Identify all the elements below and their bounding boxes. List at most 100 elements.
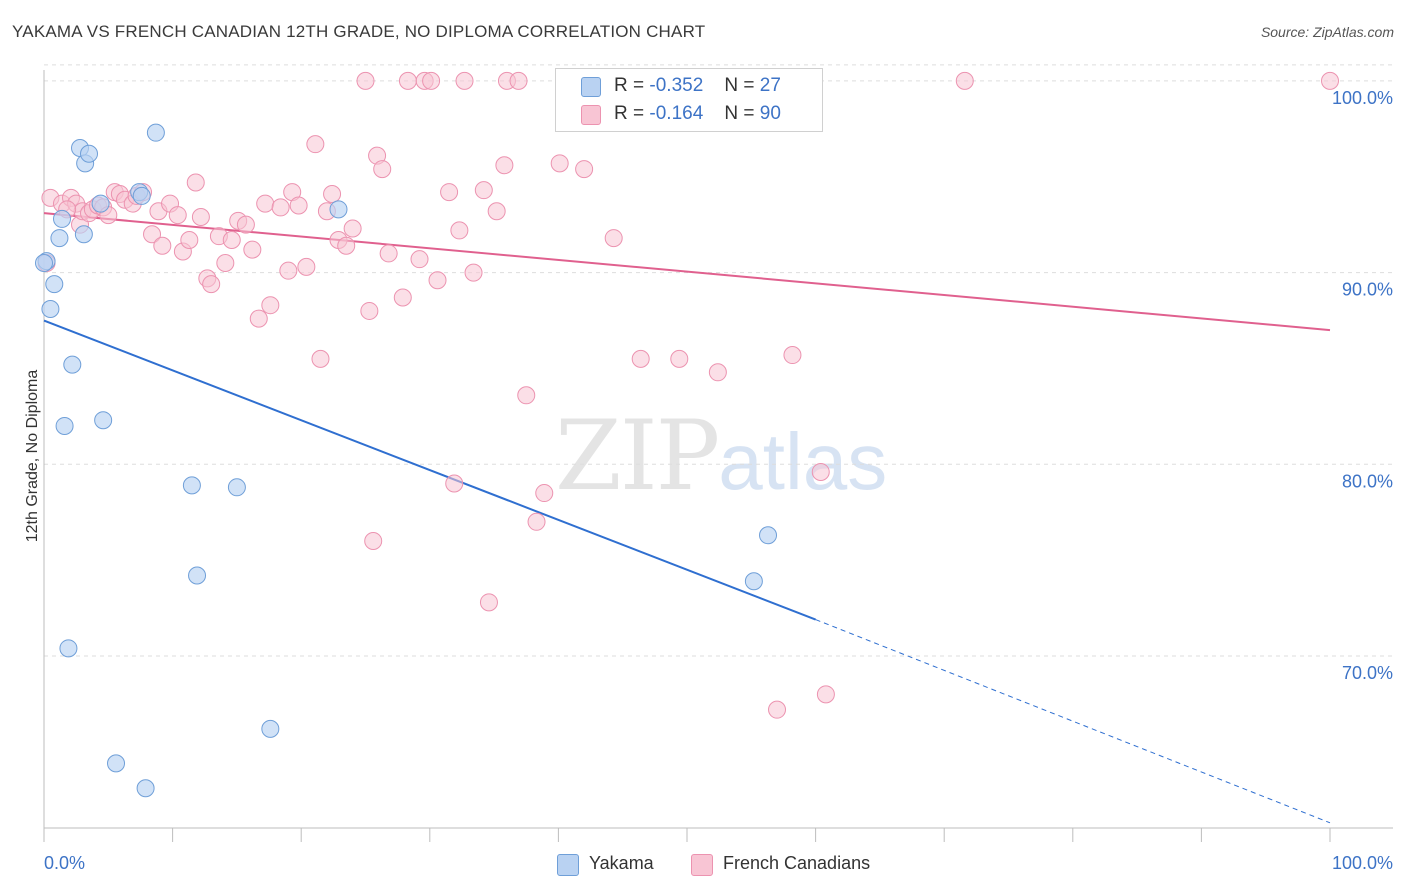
n-label: N = <box>724 103 755 124</box>
yakama-point <box>80 144 99 163</box>
r-label: R = <box>614 103 645 124</box>
french-point <box>527 512 546 531</box>
french-point <box>261 296 280 315</box>
french-point <box>343 219 362 238</box>
french-point <box>783 346 802 365</box>
yakama-point <box>63 355 82 374</box>
x-tick-label-min: 0.0% <box>44 853 85 873</box>
french-point <box>631 349 650 368</box>
n-label: N = <box>724 75 755 96</box>
french-point <box>768 700 787 719</box>
french-point <box>708 363 727 382</box>
yakama-point <box>759 526 778 545</box>
french-point <box>479 593 498 612</box>
yakama-legend-label: Yakama <box>589 853 654 873</box>
french-point <box>311 349 330 368</box>
grid-lines <box>44 64 1393 657</box>
y-tick-label: 70.0% <box>1342 663 1393 683</box>
french-point <box>168 206 187 225</box>
french-point <box>575 160 594 179</box>
french-point <box>279 261 298 280</box>
yakama-point <box>50 229 69 248</box>
yakama-point <box>107 754 126 773</box>
french-point <box>955 71 974 90</box>
n-value: 27 <box>759 75 781 96</box>
french-point <box>373 160 392 179</box>
french-legend-swatch <box>691 854 713 876</box>
source-label: Source: ZipAtlas.com <box>1260 24 1394 40</box>
french-point <box>422 71 441 90</box>
legend-row-yakama: R = -0.352 N = 27 <box>556 72 822 100</box>
stats-legend: R = -0.352 N = 27 R = -0.164 N = 90 <box>555 68 823 132</box>
french-swatch <box>581 105 601 125</box>
yakama-point <box>136 779 155 798</box>
french-point <box>216 254 235 273</box>
r-value: -0.352 <box>649 75 704 96</box>
french-point <box>306 135 325 154</box>
yakama-point <box>227 478 246 497</box>
y-tick-labels: 70.0% 80.0% 90.0% 100.0% <box>1332 88 1393 683</box>
french-point <box>440 183 459 202</box>
legend-row-french: R = -0.164 N = 90 <box>556 100 822 128</box>
french-point <box>811 462 830 481</box>
yakama-point <box>146 123 165 142</box>
french-point <box>393 288 412 307</box>
french-point <box>379 244 398 263</box>
french-point <box>271 198 290 217</box>
french-point <box>249 309 268 328</box>
french-point <box>816 685 835 704</box>
french-point <box>474 181 493 200</box>
french-point <box>428 271 447 290</box>
yakama-point <box>91 194 110 213</box>
yakama-point <box>182 476 201 495</box>
yakama-point <box>55 416 74 435</box>
french-point <box>191 208 210 227</box>
french-point <box>495 156 514 175</box>
french-point <box>455 71 474 90</box>
french-point <box>410 250 429 269</box>
trend-french-group <box>43 212 1331 332</box>
yakama-point <box>74 225 93 244</box>
french-point <box>670 349 689 368</box>
trend-yakama-group <box>43 319 1331 824</box>
french-point <box>236 215 255 234</box>
axes <box>43 70 1393 842</box>
yakama-point <box>94 411 113 430</box>
french-point <box>297 257 316 276</box>
watermark-atlas: atlas <box>718 417 888 506</box>
yakama-points <box>35 123 778 798</box>
french-point <box>256 194 275 213</box>
yakama-point <box>59 639 78 658</box>
french-point <box>222 231 241 250</box>
yakama-point <box>261 719 280 738</box>
yakama-point <box>53 209 72 228</box>
trend-line-yakama <box>43 319 816 621</box>
yakama-point <box>132 186 151 205</box>
french-point <box>535 484 554 503</box>
watermark-zip: ZIP <box>555 400 720 512</box>
x-tick-label-max: 100.0% <box>1332 853 1393 873</box>
french-point <box>186 173 205 192</box>
french-point <box>398 71 417 90</box>
french-point <box>180 231 199 250</box>
y-tick-label: 80.0% <box>1342 471 1393 491</box>
french-point <box>153 236 172 255</box>
french-point <box>143 225 162 244</box>
french-point <box>445 474 464 493</box>
n-value: 90 <box>759 103 781 124</box>
r-label: R = <box>614 75 645 96</box>
y-tick-label: 100.0% <box>1332 88 1393 108</box>
french-point <box>487 202 506 221</box>
yakama-swatch <box>581 77 601 97</box>
french-points <box>37 71 1339 719</box>
french-point <box>450 221 469 240</box>
yakama-point <box>45 275 64 294</box>
trend-line-yakama-extension <box>815 619 1331 824</box>
yakama-point <box>35 254 53 273</box>
legend-text-french: R = -0.164 N = 90 <box>614 103 781 125</box>
chart-title: YAKAMA VS FRENCH CANADIAN 12TH GRADE, NO… <box>12 22 706 41</box>
y-axis-title: 12th Grade, No Diploma <box>24 370 41 543</box>
french-point <box>464 263 483 282</box>
r-value: -0.164 <box>649 103 704 124</box>
